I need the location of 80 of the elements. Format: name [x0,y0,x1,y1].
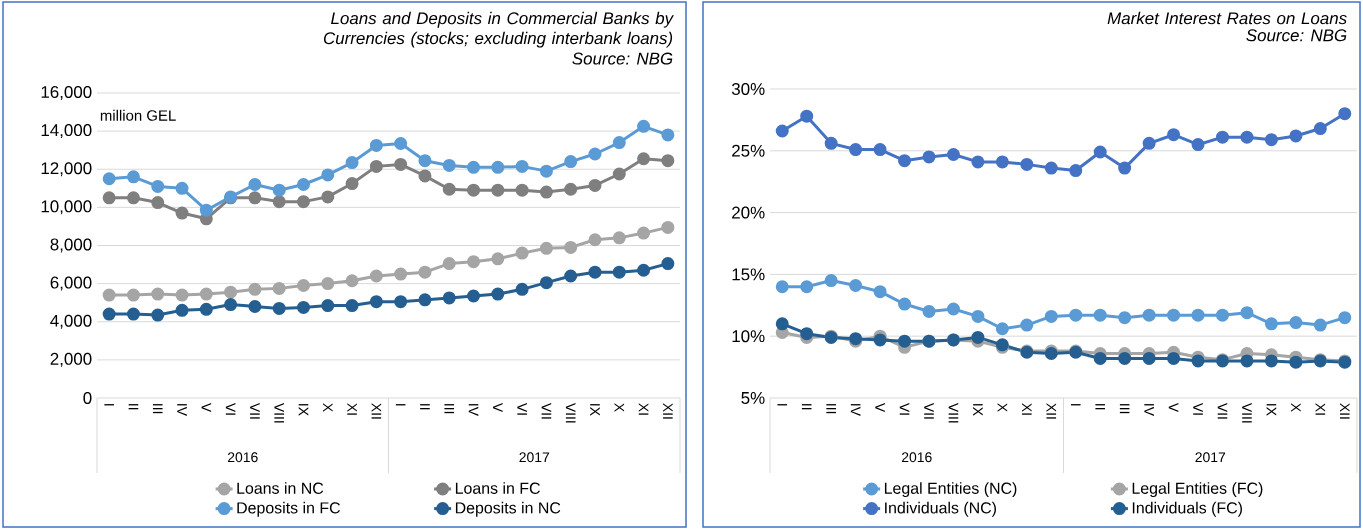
y-tick-label: 20% [732,206,765,219]
y-tick-label: 6,000 [50,276,92,291]
x-tick-label: VI [1193,402,1203,415]
x-tick-label: V [493,402,503,413]
y-tick-label: 2,000 [50,352,92,367]
y-tick-label: 10,000 [41,200,92,215]
legend-label: Deposits in FC [237,501,341,517]
x-tick-label: VI [225,402,236,415]
legend-label: Legal Entities (NC) [884,482,1017,498]
legend-label: Loans in NC [237,482,324,494]
text: 2016 [227,452,258,463]
y-tick-label: 14,000 [41,124,92,139]
chart-subtitle: Source: NBG [572,52,673,65]
x-tick-label: VIII [274,402,284,423]
y-tick-label: 0 [83,391,92,404]
x-tick-label: XII [1339,403,1350,419]
y-tick-label: 4,000 [50,314,92,329]
legend-label: Individuals (FC) [1132,501,1242,517]
x-tick-label: I [1070,404,1081,406]
x-tick-label: XII [663,403,673,419]
x-tick-label: III [826,404,836,414]
y-tick-label: 30% [731,82,765,95]
x-tick-label: II [128,404,139,410]
y-tick-label: 16,000 [41,85,92,100]
x-tick-label: III [1119,404,1130,414]
x-tick-label: XI [347,403,357,415]
x-tick-label: X [997,403,1008,412]
x-tick-label: X [1291,403,1301,412]
x-tick-label: V [201,402,212,413]
x-tick-label: X [322,403,333,412]
x-tick-label: III [444,404,455,414]
x-tick-label: XI [1315,403,1326,415]
chart-subtitle: Source: NBG [1246,29,1347,42]
x-tick-label: I [395,404,406,406]
x-tick-label: IV [1144,404,1154,416]
x-tick-label: VII [541,402,552,419]
legend-label: Legal Entities (FC) [1132,482,1263,498]
text: 2017 [1195,452,1226,463]
y-tick-label: 8,000 [50,238,92,253]
x-tick-label: IX [298,404,309,416]
x-tick-label: VI [899,402,910,415]
x-tick-label: II [1095,404,1105,410]
x-tick-label: VII [924,402,934,419]
x-tick-label: IV [468,404,479,416]
annotation: million GEL [100,109,176,121]
x-tick-label: V [1168,402,1179,413]
x-tick-label: VIII [1242,402,1252,423]
text: 2017 [519,452,550,463]
x-tick-label: XI [638,403,649,415]
x-tick-label: III [152,404,163,414]
y-tick-label: 25% [732,144,765,157]
x-tick-label: II [801,404,812,410]
x-tick-label: X [614,403,625,412]
x-tick-label: IX [973,404,983,416]
y-tick-label: 10% [732,330,765,343]
y-tick-label: 12,000 [41,162,92,177]
text: 2016 [901,452,932,463]
legend-label: Deposits in NC [455,501,561,517]
x-tick-label: VIII [948,402,959,423]
chart-title: Loans and Deposits in Commercial Banks by Currencies (stocks; excluding interbank loans) [323,11,674,48]
x-tick-label: VIII [565,402,576,423]
x-tick-label: IX [590,404,600,416]
y-tick-label: 15% [732,268,765,281]
x-tick-label: IV [850,404,861,416]
x-tick-label: I [104,404,114,406]
x-tick-label: IX [1266,404,1277,416]
x-tick-label: IV [177,404,187,416]
x-tick-label: XI [1022,403,1032,415]
y-tick-label: 5% [741,392,765,404]
legend-label: Individuals (NC) [885,501,996,517]
x-tick-label: VII [1217,402,1228,419]
x-tick-label: XII [371,403,382,419]
legend-label: Loans in FC [455,482,540,494]
x-tick-label: XII [1046,403,1057,419]
x-tick-label: I [777,404,788,406]
x-tick-label: II [420,404,430,410]
x-tick-label: VII [250,402,260,419]
x-tick-label: VI [517,402,527,415]
x-tick-label: V [875,402,885,413]
chart-title: Market Interest Rates on Loans [1107,11,1347,25]
